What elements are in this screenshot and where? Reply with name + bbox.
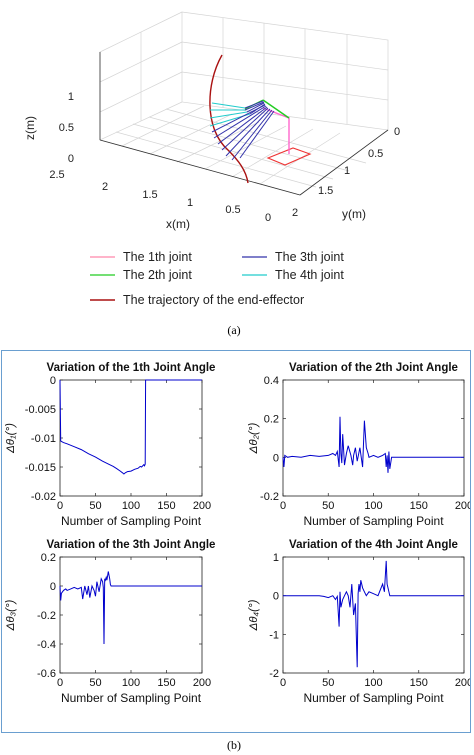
x-tick-label: 150: [410, 677, 428, 689]
x-tick-label: 0: [57, 500, 63, 512]
y-tick-label: 0.5: [368, 148, 383, 160]
y-tick-label: -0.6: [37, 668, 56, 680]
x-tick-label: 200: [193, 677, 211, 689]
x-tick-label: 50: [322, 677, 334, 689]
y-tick-label: -1: [269, 629, 279, 641]
subplot-4: Variation of the 4th Joint Angle 0 50 100 15…: [248, 539, 470, 705]
plot-area: [282, 556, 465, 674]
caption-a: (a): [227, 323, 241, 337]
x-tick-label: 1.5: [142, 189, 157, 201]
x-tick-label: 200: [455, 500, 470, 512]
series-line: [59, 571, 202, 645]
x-tick-label: 150: [157, 677, 175, 689]
legend-label: The 2th joint: [123, 268, 192, 282]
legend-label: The trajectory of the end-effector: [123, 293, 304, 307]
y-tick-label: 1: [273, 552, 279, 564]
x-tick-label: 50: [89, 677, 101, 689]
figure-a-3d-plot: 1 0.5 0 z(m) 2.5 2 1.5 1 0.5 0 x(m) 0 0.…: [23, 11, 400, 307]
series-line: [282, 416, 464, 473]
end-effector-trajectory: [209, 54, 249, 184]
base-square: [266, 147, 312, 166]
y-tick-label: -0.2: [260, 491, 279, 503]
y-tick-label: 0: [273, 591, 279, 603]
y-axis-label: Δθ₂(°): [248, 423, 260, 455]
x-tick-label: 2.5: [49, 169, 64, 181]
caption-b: (b): [227, 738, 241, 752]
y-tick-label: 1.5: [318, 185, 333, 197]
subplot-title: Variation of the 1th Joint Angle: [47, 362, 216, 374]
y-tick-label: 0: [50, 581, 56, 593]
y-tick-label: -0.2: [37, 610, 56, 622]
z-tick-label: 0: [68, 153, 74, 165]
plot3d-legend: The 1th joint The 2th joint The 3th join…: [90, 250, 344, 307]
y-tick-label: -0.01: [31, 433, 56, 445]
x-axis-label: x(m): [166, 217, 190, 231]
y-tick-label: -2: [269, 668, 279, 680]
plot3d-axes: [99, 52, 389, 196]
x-axis-label: Number of Sampling Point: [61, 691, 202, 705]
subplot-3: Variation of the 3th Joint Angle 0 50 100 15…: [5, 539, 215, 705]
legend-label: The 1th joint: [123, 250, 192, 264]
x-axis-label: Number of Sampling Point: [303, 691, 444, 705]
x-tick-label: 50: [89, 500, 101, 512]
x-tick-label: 0: [280, 500, 286, 512]
x-tick-label: 150: [157, 500, 175, 512]
x-tick-label: 100: [122, 677, 140, 689]
x-tick-label: 2: [102, 181, 108, 193]
y-tick-label: 0: [50, 375, 56, 387]
x-tick-label: 150: [410, 500, 428, 512]
legend-label: The 3th joint: [275, 250, 344, 264]
z-tick-label: 1: [68, 91, 74, 103]
x-tick-label: 200: [455, 677, 470, 689]
y-tick-label: 0: [394, 126, 400, 138]
y-axis-label: Δθ₃(°): [5, 599, 17, 631]
plot3d-y-ticks: 0 0.5 1 1.5 2: [292, 126, 400, 219]
robot-arm-sketch: [209, 54, 312, 184]
x-tick-label: 100: [122, 500, 140, 512]
y-tick-label: 1: [344, 165, 350, 177]
subplot-title: Variation of the 2th Joint Angle: [289, 362, 458, 374]
z-tick-label: 0.5: [59, 122, 74, 134]
y-tick-label: -0.02: [31, 491, 56, 503]
x-tick-label: 0: [265, 212, 271, 224]
y-tick-label: -0.4: [37, 639, 56, 651]
series-line: [283, 560, 464, 668]
x-tick-label: 0: [280, 677, 286, 689]
x-tick-label: 0.5: [225, 204, 240, 216]
y-tick-label: -0.015: [25, 462, 56, 474]
x-tick-label: 200: [193, 500, 211, 512]
subplot-title: Variation of the 3th Joint Angle: [47, 539, 216, 551]
plot-area: [59, 556, 203, 674]
x-tick-label: 100: [364, 500, 382, 512]
y-axis-label: y(m): [342, 207, 366, 221]
x-tick-label: 50: [322, 500, 334, 512]
y-tick-label: 0.2: [264, 414, 279, 426]
y-axis-label: Δθ₄(°): [248, 599, 260, 631]
x-tick-label: 1: [187, 197, 193, 209]
x-tick-label: 100: [364, 677, 382, 689]
legend-label: The 4th joint: [275, 268, 344, 282]
z-axis-label: z(m): [23, 116, 37, 140]
y-tick-label: 0.2: [41, 552, 56, 564]
series-line: [59, 379, 202, 475]
plot3d-x-ticks: 2.5 2 1.5 1 0.5 0: [49, 169, 271, 224]
x-axis-label: Number of Sampling Point: [303, 514, 444, 528]
y-tick-label: 0: [273, 452, 279, 464]
x-tick-label: 0: [57, 677, 63, 689]
figure-b-frame: Variation of the 1th Joint Angle 0 50 100 15…: [1, 350, 471, 733]
plot3d-z-ticks: 1 0.5 0: [59, 91, 74, 165]
y-axis-label: Δθ₁(°): [5, 423, 17, 454]
y-tick-label: 2: [292, 207, 298, 219]
plot-area: [282, 379, 465, 497]
y-tick-label: -0.005: [25, 404, 56, 416]
subplot-title: Variation of the 4th Joint Angle: [289, 539, 458, 551]
joint2-link: [262, 99, 290, 119]
y-tick-label: 0.4: [264, 375, 279, 387]
plot-area: [59, 379, 203, 497]
x-axis-label: Number of Sampling Point: [61, 514, 202, 528]
subplot-2: Variation of the 2th Joint Angle 0 50 100 15…: [248, 362, 470, 528]
